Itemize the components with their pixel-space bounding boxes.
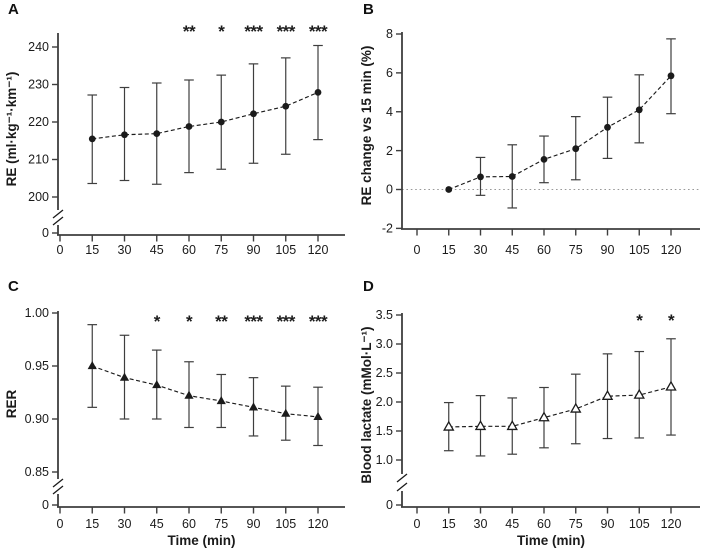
panel-a: A 240 230 220 210 200 0 0 15 30 45 60 75 90 105 120 RE …	[0, 0, 355, 276]
svg-text:75: 75	[569, 517, 583, 531]
svg-text:105: 105	[275, 517, 296, 531]
svg-text:30: 30	[118, 517, 132, 531]
svg-text:60: 60	[537, 517, 551, 531]
svg-text:1.0: 1.0	[376, 453, 393, 467]
svg-text:***: ***	[309, 22, 328, 41]
svg-text:*: *	[186, 312, 193, 331]
svg-text:RE change vs 15 min (%): RE change vs 15 min (%)	[359, 46, 374, 206]
svg-text:105: 105	[629, 517, 650, 531]
svg-text:1.5: 1.5	[376, 424, 393, 438]
svg-text:45: 45	[150, 243, 164, 257]
svg-text:120: 120	[661, 243, 682, 257]
panel-a-letter: A	[8, 1, 19, 18]
svg-text:75: 75	[569, 243, 583, 257]
svg-text:RER: RER	[4, 390, 19, 419]
svg-text:6: 6	[386, 66, 393, 80]
panel-d: D 3.5 3.0 2.5 2.0 1.5 1.0 0 0 15 30 45 60 75 90 105 120…	[355, 277, 709, 553]
panel-b-chart: 8 6 4 2 0 -2 0 15 30 45 60 75 90 105 120 RE change vs 1…	[359, 27, 700, 257]
panel-c-letter: C	[8, 278, 19, 295]
svg-text:0: 0	[386, 498, 393, 512]
svg-text:90: 90	[247, 243, 261, 257]
svg-text:0: 0	[57, 243, 64, 257]
svg-text:90: 90	[247, 517, 261, 531]
svg-text:3.5: 3.5	[376, 308, 393, 322]
panel-b: B 8 6 4 2 0 -2 0 15 30 45 60 75 90 105 120 RE change vs…	[355, 0, 709, 276]
svg-text:15: 15	[85, 243, 99, 257]
svg-text:60: 60	[537, 243, 551, 257]
svg-text:120: 120	[308, 243, 329, 257]
panel-d-chart: 3.5 3.0 2.5 2.0 1.5 1.0 0 0 15 30 45 60 75 90 105 120 Ti…	[359, 308, 700, 548]
svg-text:2.5: 2.5	[376, 366, 393, 380]
svg-text:220: 220	[28, 115, 49, 129]
svg-text:45: 45	[150, 517, 164, 531]
svg-text:RE (ml·kg⁻¹·km⁻¹): RE (ml·kg⁻¹·km⁻¹)	[4, 72, 19, 187]
svg-text:75: 75	[214, 517, 228, 531]
svg-text:15: 15	[85, 517, 99, 531]
svg-text:15: 15	[442, 243, 456, 257]
svg-text:***: ***	[277, 312, 296, 331]
panel-c: C 1.00 0.95 0.90 0.85 0 0 15 30 45 60 75 90 105 120 Ti…	[0, 277, 355, 553]
svg-text:120: 120	[308, 517, 329, 531]
svg-text:90: 90	[601, 243, 615, 257]
svg-text:30: 30	[118, 243, 132, 257]
svg-text:*: *	[154, 312, 161, 331]
panel-c-chart: 1.00 0.95 0.90 0.85 00 15 30 45 60 75 90 105 120 Time…	[4, 306, 345, 548]
svg-text:240: 240	[28, 40, 49, 54]
svg-text:1.00: 1.00	[25, 306, 49, 320]
svg-text:-2: -2	[382, 222, 393, 236]
svg-text:45: 45	[505, 243, 519, 257]
svg-text:0: 0	[42, 226, 49, 240]
svg-text:210: 210	[28, 153, 49, 167]
svg-text:230: 230	[28, 78, 49, 92]
svg-text:30: 30	[474, 243, 488, 257]
svg-text:***: ***	[244, 22, 263, 41]
panel-d-letter: D	[363, 278, 374, 295]
svg-text:75: 75	[214, 243, 228, 257]
svg-text:105: 105	[275, 243, 296, 257]
svg-text:3.0: 3.0	[376, 337, 393, 351]
svg-text:**: **	[183, 22, 196, 41]
svg-text:0: 0	[57, 517, 64, 531]
svg-text:60: 60	[182, 517, 196, 531]
svg-text:*: *	[668, 311, 675, 330]
svg-text:*: *	[636, 311, 643, 330]
svg-text:8: 8	[386, 27, 393, 41]
svg-text:60: 60	[182, 243, 196, 257]
svg-text:120: 120	[661, 517, 682, 531]
svg-text:2.0: 2.0	[376, 395, 393, 409]
svg-text:**: **	[215, 312, 228, 331]
svg-text:0: 0	[414, 243, 421, 257]
svg-text:Blood lactate (mMol·L⁻¹): Blood lactate (mMol·L⁻¹)	[359, 326, 374, 483]
svg-text:0: 0	[386, 183, 393, 197]
svg-text:Time (min): Time (min)	[517, 533, 585, 548]
svg-text:0.85: 0.85	[25, 465, 49, 479]
svg-text:45: 45	[505, 517, 519, 531]
svg-text:0: 0	[414, 517, 421, 531]
svg-text:Time (min): Time (min)	[167, 533, 235, 548]
panel-b-letter: B	[363, 1, 374, 18]
svg-text:***: ***	[309, 312, 328, 331]
svg-text:2: 2	[386, 144, 393, 158]
svg-text:105: 105	[629, 243, 650, 257]
svg-text:0.90: 0.90	[25, 412, 49, 426]
svg-text:*: *	[218, 22, 225, 41]
panel-a-chart: 240 230 220 210 200 00 15 30 45 60 75 90 105 120 RE (m…	[4, 22, 345, 257]
svg-text:0.95: 0.95	[25, 359, 49, 373]
svg-text:200: 200	[28, 190, 49, 204]
svg-text:***: ***	[277, 22, 296, 41]
svg-text:0: 0	[42, 498, 49, 512]
svg-text:30: 30	[474, 517, 488, 531]
svg-text:4: 4	[386, 105, 393, 119]
svg-text:15: 15	[442, 517, 456, 531]
svg-text:***: ***	[244, 312, 263, 331]
svg-text:90: 90	[601, 517, 615, 531]
